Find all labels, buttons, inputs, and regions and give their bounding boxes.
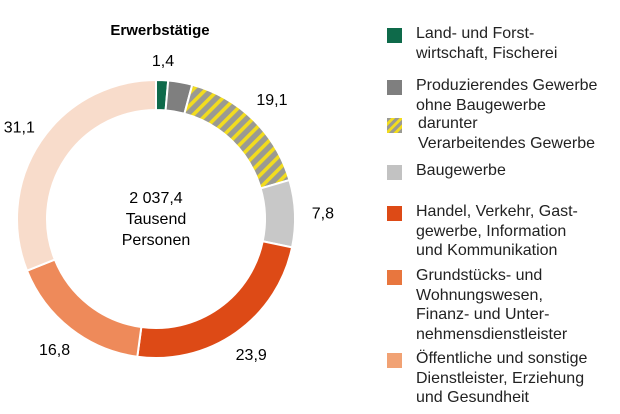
legend-swatch (387, 353, 402, 368)
center-unit-line2: Personen (122, 232, 191, 249)
legend-label: Handel, Verkehr, Gast- gewerbe, Informat… (416, 203, 578, 259)
legend-label: Produzierendes Gewerbe ohne Baugewerbe (416, 77, 598, 114)
legend-swatch (387, 165, 402, 180)
legend-label: Öffentliche und sonstige Dienstleister, … (416, 350, 588, 406)
value-label-bau: 7,8 (312, 205, 334, 222)
value-label-handel: 23,9 (236, 347, 267, 364)
donut-segments (16, 78, 296, 359)
legend-swatch (387, 206, 402, 221)
legend-label: Grundstücks- und Wohnungswesen, Finanz- … (416, 267, 568, 343)
legend-label: darunter Verarbeitendes Gewerbe (418, 115, 595, 152)
value-labels: 1,4 7,8 23,9 16,8 31,1 19,1 (4, 53, 334, 364)
legend-swatch (387, 28, 402, 43)
legend-label: Land- und Forst- wirtschaft, Fischerei (416, 25, 558, 62)
legend-swatch (387, 80, 402, 95)
donut-segment-bau (259, 178, 296, 249)
value-label-grund: 16,8 (39, 342, 70, 359)
value-label-produzierendes-gesamt: 19,1 (256, 92, 287, 109)
donut-segment-handel (136, 240, 294, 359)
center-unit-line1: Tausend (126, 211, 187, 228)
legend-swatch-hatched (387, 118, 402, 133)
center-total: 2 037,4 (129, 190, 182, 207)
chart-title: Erwerbstätige (110, 22, 209, 39)
value-label-land: 1,4 (152, 53, 174, 70)
value-label-oeff: 31,1 (4, 120, 35, 137)
legend-label: Baugewerbe (416, 162, 506, 179)
legend-swatch (387, 270, 402, 285)
donut-segment-oeff (16, 78, 157, 273)
center-label: 2 037,4 Tausend Personen (122, 190, 191, 249)
